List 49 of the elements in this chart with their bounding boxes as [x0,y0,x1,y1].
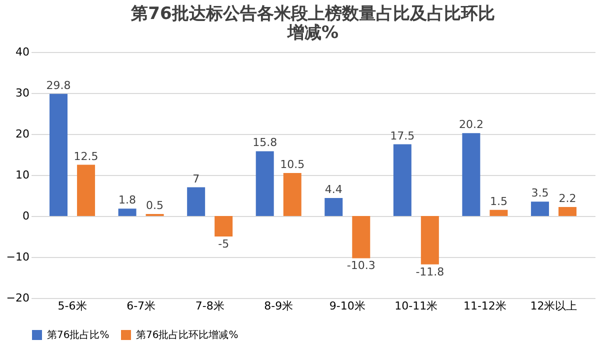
y-tick-label: −10 [6,250,30,264]
bar [393,144,412,216]
x-tick-label: 6-7米 [126,300,156,312]
bar [324,198,343,216]
bar [283,172,302,216]
y-tick-label: 10 [16,168,30,182]
data-label: 7 [192,172,200,186]
legend-label: 第76批占比% [47,329,110,341]
data-label: 15.8 [252,136,278,150]
data-label: 3.5 [531,186,549,200]
bar [558,206,576,216]
legend-label: 第76批占比环比增减% [136,329,238,341]
y-tick-label: 0 [22,210,30,222]
data-label: 1.5 [490,194,508,208]
x-tick-label: 10-11米 [394,300,438,312]
data-label: 20.2 [458,118,484,132]
data-label: -5 [218,238,230,250]
data-label: 1.8 [118,194,136,207]
x-tick-label: 8-9米 [264,300,294,312]
bar [490,210,508,216]
data-label: -11.8 [416,265,444,278]
data-label: 29.8 [46,78,71,92]
bar [214,216,233,236]
y-tick-label: −20 [6,292,30,304]
y-tick-label: 20 [16,128,30,140]
x-tick-label: 9-10米 [329,300,366,312]
data-label: 2.2 [558,192,576,205]
bar [420,216,439,264]
data-label: 4.4 [324,182,342,196]
data-label: -10.3 [346,259,376,272]
data-label: 12.5 [74,150,98,163]
data-label: 17.5 [390,129,415,142]
bar [256,151,274,216]
data-label: 0.5 [146,198,164,212]
bar [187,187,206,216]
x-tick-label: 11-12米 [463,300,506,312]
chart-title: 第76批达标公告各米段上榜数量占比及占比环比增减% [130,4,495,43]
bar [50,94,68,216]
bar [462,133,480,216]
x-tick-label: 12米以上 [530,300,578,312]
bar [352,216,370,258]
x-tick-label: 7-8米 [195,300,224,312]
y-tick-label: 40 [16,46,30,58]
bar [530,202,549,216]
bar [118,208,136,216]
y-tick-label: 30 [16,86,30,100]
data-label: 10.5 [280,158,305,171]
x-tick-label: 5-6米 [58,300,87,312]
bar [77,164,96,216]
